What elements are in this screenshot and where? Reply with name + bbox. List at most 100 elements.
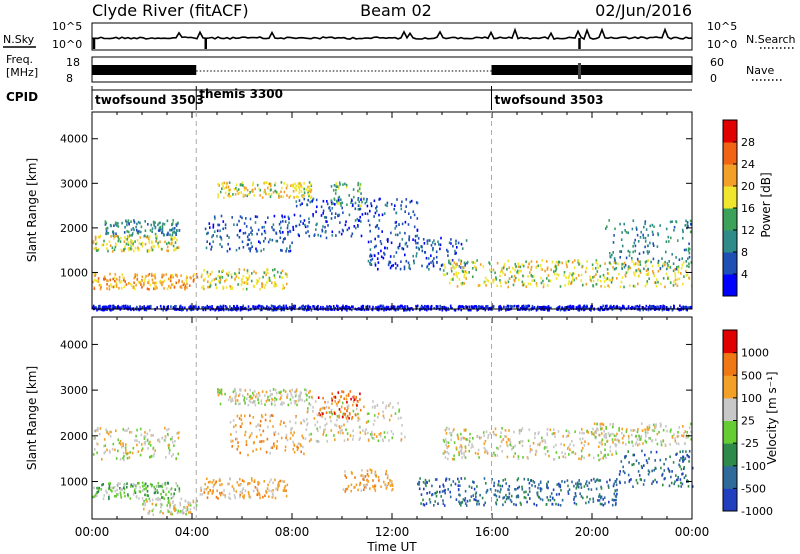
scatter-cell (270, 397, 273, 401)
scatter-cell (546, 450, 549, 453)
scatter-cell (396, 264, 399, 267)
scatter-cell (293, 304, 296, 308)
scatter-cell (249, 414, 251, 417)
scatter-cell (238, 393, 241, 396)
scatter-cell (506, 268, 508, 271)
scatter-cell (499, 490, 501, 494)
scatter-cell (446, 450, 448, 454)
scatter-cell (170, 437, 172, 441)
scatter-cell (110, 430, 112, 434)
scatter-cell (429, 501, 432, 504)
scatter-cell (309, 306, 312, 309)
colorbar-tick-label: 500 (741, 369, 762, 382)
scatter-cell (98, 486, 101, 490)
scatter-cell (274, 276, 276, 280)
scatter-cell (674, 282, 677, 286)
scatter-cell (684, 224, 687, 227)
scatter-cell (189, 305, 192, 308)
scatter-cell (238, 219, 240, 223)
scatter-cell (507, 306, 509, 309)
scatter-cell (369, 253, 372, 257)
scatter-cell (263, 286, 266, 289)
scatter-cell (231, 287, 234, 290)
scatter-cell (141, 497, 144, 500)
scatter-cell (647, 252, 649, 255)
scatter-cell (307, 230, 309, 233)
scatter-cell (341, 308, 343, 312)
scatter-cell (103, 278, 105, 281)
scatter-cell (93, 278, 96, 282)
scatter-cell (659, 224, 661, 227)
scatter-cell (608, 278, 611, 282)
scatter-cell (369, 468, 372, 471)
scatter-cell (642, 308, 644, 312)
scatter-cell (324, 428, 326, 431)
scatter-cell (580, 457, 582, 461)
scatter-cell (246, 278, 249, 281)
scatter-cell (576, 306, 578, 310)
scatter-cell (249, 308, 251, 311)
scatter-cell (117, 482, 119, 485)
scatter-cell (665, 227, 668, 231)
scatter-cell (645, 260, 648, 263)
scatter-cell (500, 431, 502, 434)
scatter-cell (689, 230, 692, 234)
scatter-cell (443, 504, 446, 507)
scatter-cell (377, 439, 380, 443)
scatter-cell (152, 513, 155, 516)
scatter-cell (206, 272, 209, 275)
scatter-cell (628, 437, 630, 440)
scatter-cell (214, 217, 216, 220)
scatter-cell (231, 216, 233, 219)
scatter-cell (613, 234, 615, 237)
scatter-cell (331, 412, 334, 416)
scatter-cell (101, 458, 103, 461)
scatter-cell (129, 431, 131, 434)
scatter-cell (565, 276, 567, 279)
scatter-cell (277, 432, 280, 436)
scatter-cell (381, 230, 383, 233)
scatter-cell (644, 439, 647, 443)
scatter-cell (622, 262, 624, 266)
scatter-cell (568, 488, 571, 491)
scatter-cell (317, 233, 319, 237)
scatter-cell (283, 182, 285, 185)
scatter-cell (393, 255, 395, 258)
scatter-cell (442, 306, 444, 309)
scatter-cell (102, 305, 105, 309)
scatter-cell (167, 249, 169, 253)
scatter-cell (318, 413, 321, 416)
scatter-cell (161, 283, 163, 287)
scatter-cell (270, 446, 272, 450)
scatter-cell (97, 487, 100, 490)
scatter-cell (619, 250, 621, 253)
scatter-cell (144, 220, 146, 223)
scatter-cell (159, 498, 162, 501)
scatter-cell (612, 251, 614, 254)
scatter-cell (243, 222, 246, 225)
scatter-cell (93, 247, 95, 250)
scatter-cell (671, 470, 673, 473)
scatter-cell (646, 280, 649, 283)
scatter-cell (212, 223, 215, 227)
scatter-cell (446, 440, 448, 444)
scatter-cell (589, 497, 591, 501)
scatter-cell (175, 233, 177, 236)
scatter-cell (195, 306, 197, 310)
colorbar-tick-label: -1000 (741, 505, 773, 518)
scatter-cell (159, 502, 162, 506)
scatter-cell (585, 480, 588, 483)
scatter-cell (359, 184, 361, 188)
scatter-cell (249, 249, 251, 253)
scatter-cell (555, 443, 557, 447)
scatter-cell (657, 269, 660, 273)
scatter-cell (371, 308, 374, 312)
scatter-cell (424, 478, 427, 482)
scatter-cell (167, 508, 169, 512)
scatter-cell (264, 494, 266, 497)
scatter-cell (162, 511, 164, 515)
scatter-cell (326, 202, 329, 206)
scatter-cell (148, 509, 151, 513)
scatter-cell (491, 478, 493, 481)
scatter-cell (661, 474, 663, 477)
